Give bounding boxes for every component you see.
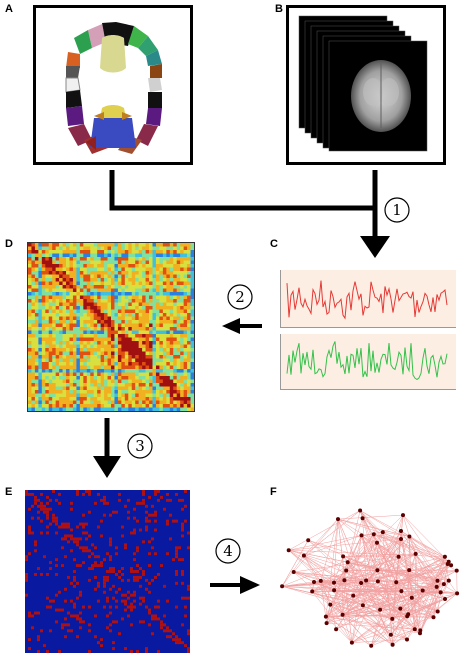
binary-matrix-image [25,490,190,653]
timeseries-red-panel [280,270,456,328]
timeseries-green-line [286,341,448,381]
panel-label-b: B [275,3,283,15]
step-4-circle [215,538,241,564]
correlation-matrix-image [28,243,194,411]
timeseries-green-panel [280,334,456,390]
panel-label-c: C [270,238,278,250]
panel-label-a: A [5,3,13,15]
fmri-stack-image [298,15,428,152]
brain-network-graph [280,508,460,648]
step-1-circle [384,197,410,223]
step-3-circle [127,433,153,459]
brain-network-panel [268,500,474,655]
timeseries-red-line [286,280,448,320]
panel-label-e: E [5,486,13,498]
brain-atlas-image [65,20,162,154]
brain-atlas-panel [33,5,193,165]
correlation-matrix-panel [27,242,195,412]
panel-label-d: D [5,238,13,250]
step-1-label: 1 [392,201,402,219]
step-4-label: 4 [223,542,233,560]
panel-label-f: F [270,486,277,498]
step-3-label: 3 [135,437,145,455]
step-2-circle [227,284,253,310]
step-2-label: 2 [235,288,245,306]
fmri-stack-panel [286,5,446,165]
binary-matrix-panel [25,490,190,653]
